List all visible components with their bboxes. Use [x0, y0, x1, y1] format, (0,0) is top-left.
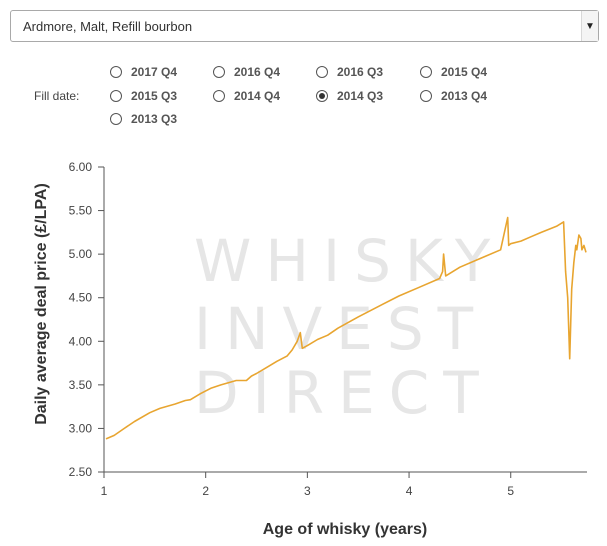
- radio-2017-q4[interactable]: 2017 Q4: [110, 64, 177, 80]
- watermark-line: DIRECT: [194, 359, 493, 427]
- radio-button-icon[interactable]: [110, 113, 122, 125]
- x-tick-label: 2: [202, 484, 209, 498]
- radio-button-icon[interactable]: [213, 66, 225, 78]
- x-tick-label: 3: [304, 484, 311, 498]
- radio-label: 2014 Q4: [234, 89, 281, 103]
- y-tick-label: 5.00: [69, 247, 93, 261]
- chevron-down-icon[interactable]: ▼: [581, 11, 598, 41]
- radio-2013-q3[interactable]: 2013 Q3: [110, 111, 177, 127]
- radio-button-icon[interactable]: [110, 66, 122, 78]
- radio-button-icon[interactable]: [316, 66, 328, 78]
- x-tick-label: 4: [406, 484, 413, 498]
- radio-2013-q4[interactable]: 2013 Q4: [420, 88, 487, 104]
- radio-button-icon[interactable]: [420, 66, 432, 78]
- radio-label: 2016 Q4: [234, 65, 281, 79]
- chart-axes: 2.50 3.00 3.50 4.00 4.50 5.00 5.50 6.00 1 2 3 4 5: [69, 160, 587, 498]
- radio-label: 2014 Q3: [337, 89, 384, 103]
- watermark-line: INVEST: [194, 295, 487, 363]
- y-tick-label: 6.00: [69, 160, 93, 174]
- radio-label: 2013 Q3: [131, 112, 178, 126]
- radio-label: 2016 Q3: [337, 65, 384, 79]
- radio-button-icon[interactable]: [110, 90, 122, 102]
- chart-series: [105, 216, 587, 440]
- x-axis-title: Age of whisky (years): [263, 521, 428, 538]
- watermark: WHISKY INVEST DIRECT: [194, 227, 504, 427]
- whisky-select[interactable]: Ardmore, Malt, Refill bourbon ▼: [10, 10, 599, 42]
- radio-label: 2015 Q3: [131, 89, 178, 103]
- radio-2014-q3[interactable]: 2014 Q3: [316, 88, 383, 104]
- radio-2014-q4[interactable]: 2014 Q4: [213, 88, 280, 104]
- y-axis-title: Daily average deal price (£/LPA): [33, 183, 50, 425]
- radio-button-icon[interactable]: [213, 90, 225, 102]
- y-tick-label: 4.00: [69, 334, 93, 348]
- radio-2015-q3[interactable]: 2015 Q3: [110, 88, 177, 104]
- radio-2016-q4[interactable]: 2016 Q4: [213, 64, 280, 80]
- whisky-select-value: Ardmore, Malt, Refill bourbon: [23, 18, 193, 34]
- radio-label: 2013 Q4: [441, 89, 488, 103]
- radio-label: 2015 Q4: [441, 65, 488, 79]
- y-tick-label: 4.50: [69, 291, 93, 305]
- watermark-line: WHISKY: [194, 227, 504, 295]
- y-tick-label: 2.50: [69, 465, 93, 479]
- radio-selected-dot: [319, 93, 325, 99]
- y-tick-label: 3.00: [69, 421, 93, 435]
- y-tick-label: 3.50: [69, 378, 93, 392]
- y-tick-label: 5.50: [69, 204, 93, 218]
- price-series-line: [105, 216, 587, 440]
- x-tick-label: 1: [101, 484, 108, 498]
- fill-date-label: Fill date:: [34, 89, 80, 103]
- radio-2016-q3[interactable]: 2016 Q3: [316, 64, 383, 80]
- x-tick-label: 5: [507, 484, 514, 498]
- radio-button-icon[interactable]: [316, 90, 328, 102]
- radio-button-icon[interactable]: [420, 90, 432, 102]
- radio-2015-q4[interactable]: 2015 Q4: [420, 64, 487, 80]
- radio-label: 2017 Q4: [131, 65, 178, 79]
